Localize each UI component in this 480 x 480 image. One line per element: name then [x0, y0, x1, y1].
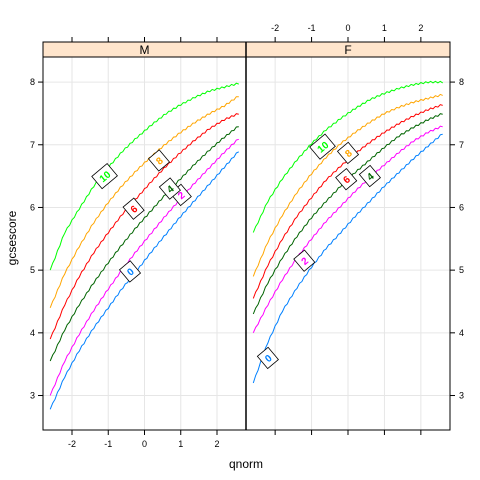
curve-label-10: 10 — [91, 162, 118, 190]
series-line-2 — [49, 138, 239, 396]
y-tick-label: 3 — [30, 391, 35, 401]
x-tick-label-top: 2 — [418, 23, 423, 33]
y-tick-label: 5 — [30, 265, 35, 275]
x-tick-label: 2 — [214, 439, 219, 449]
x-axis-title: qnorm — [229, 457, 263, 471]
curve-label-box — [158, 177, 181, 200]
curve-label-box — [336, 141, 360, 165]
curve-label-text: 8 — [343, 148, 355, 160]
curve-label-text: 6 — [341, 174, 353, 186]
curve-label-2: 2 — [293, 249, 316, 272]
curve-label-box — [335, 168, 358, 191]
curve-label-box — [147, 149, 171, 172]
y-tick-label-right: 3 — [459, 391, 464, 401]
curve-label-box — [91, 162, 118, 190]
curve-label-8: 8 — [336, 141, 360, 165]
series-line-6 — [49, 113, 239, 340]
y-tick-label-right: 4 — [459, 328, 464, 338]
curve-label-text: 0 — [125, 266, 137, 278]
curve-label-0: 0 — [118, 260, 142, 283]
curve-label-6: 6 — [335, 168, 358, 191]
curve-label-box — [293, 249, 316, 272]
y-tick-label: 8 — [30, 77, 35, 87]
x-tick-label-top: -1 — [308, 23, 316, 33]
series-line-2 — [252, 125, 443, 333]
curve-label-text: 4 — [365, 171, 377, 183]
curve-label-0: 0 — [256, 346, 279, 370]
x-tick-label: 1 — [178, 439, 183, 449]
panel-M: M 0 24 6 8 10 — [42, 41, 247, 431]
curve-label-box — [118, 260, 142, 283]
strip-label: F — [344, 43, 351, 57]
curve-label-6: 6 — [122, 197, 145, 220]
curve-label-text: 6 — [129, 204, 141, 216]
series-line-0 — [49, 151, 240, 410]
curve-label-10: 10 — [309, 133, 336, 160]
curve-label-box — [256, 346, 279, 370]
curve-label-4: 4 — [358, 164, 381, 188]
x-tick-label: -2 — [68, 439, 76, 449]
series-line-0 — [252, 133, 443, 384]
curve-label-text: 2 — [176, 190, 188, 202]
curve-label-text: 4 — [165, 183, 177, 195]
curve-label-8: 8 — [147, 149, 171, 172]
curve-label-4: 4 — [158, 177, 181, 200]
strip-label: M — [140, 43, 150, 57]
x-tick-label-top: 0 — [345, 23, 350, 33]
x-tick-label: 0 — [142, 439, 147, 449]
curve-label-text: 8 — [154, 155, 166, 167]
curve-label-box — [358, 164, 381, 188]
y-tick-label: 4 — [30, 328, 35, 338]
y-axis-title: gcsescore — [5, 210, 19, 265]
x-tick-label-top: -2 — [271, 23, 279, 33]
x-tick-label: -1 — [104, 439, 112, 449]
series-line-4 — [49, 126, 239, 362]
y-tick-label-right: 5 — [459, 265, 464, 275]
y-tick-label: 7 — [30, 140, 35, 150]
series-line-10 — [49, 82, 239, 271]
y-tick-label: 6 — [30, 202, 35, 212]
y-tick-label-right: 7 — [459, 140, 464, 150]
x-tick-label-top: 1 — [382, 23, 387, 33]
curve-label-text: 0 — [263, 353, 275, 365]
y-tick-label-right: 6 — [459, 202, 464, 212]
series-line-10 — [252, 80, 443, 233]
y-tick-label-right: 8 — [459, 77, 464, 87]
curve-label-box — [122, 197, 145, 220]
panel-F: F 0 2 46 8 10 — [245, 41, 451, 431]
curve-label-box — [309, 133, 336, 160]
curve-label-text: 2 — [300, 256, 312, 268]
series-line-8 — [252, 93, 443, 277]
series-line-8 — [49, 96, 239, 308]
